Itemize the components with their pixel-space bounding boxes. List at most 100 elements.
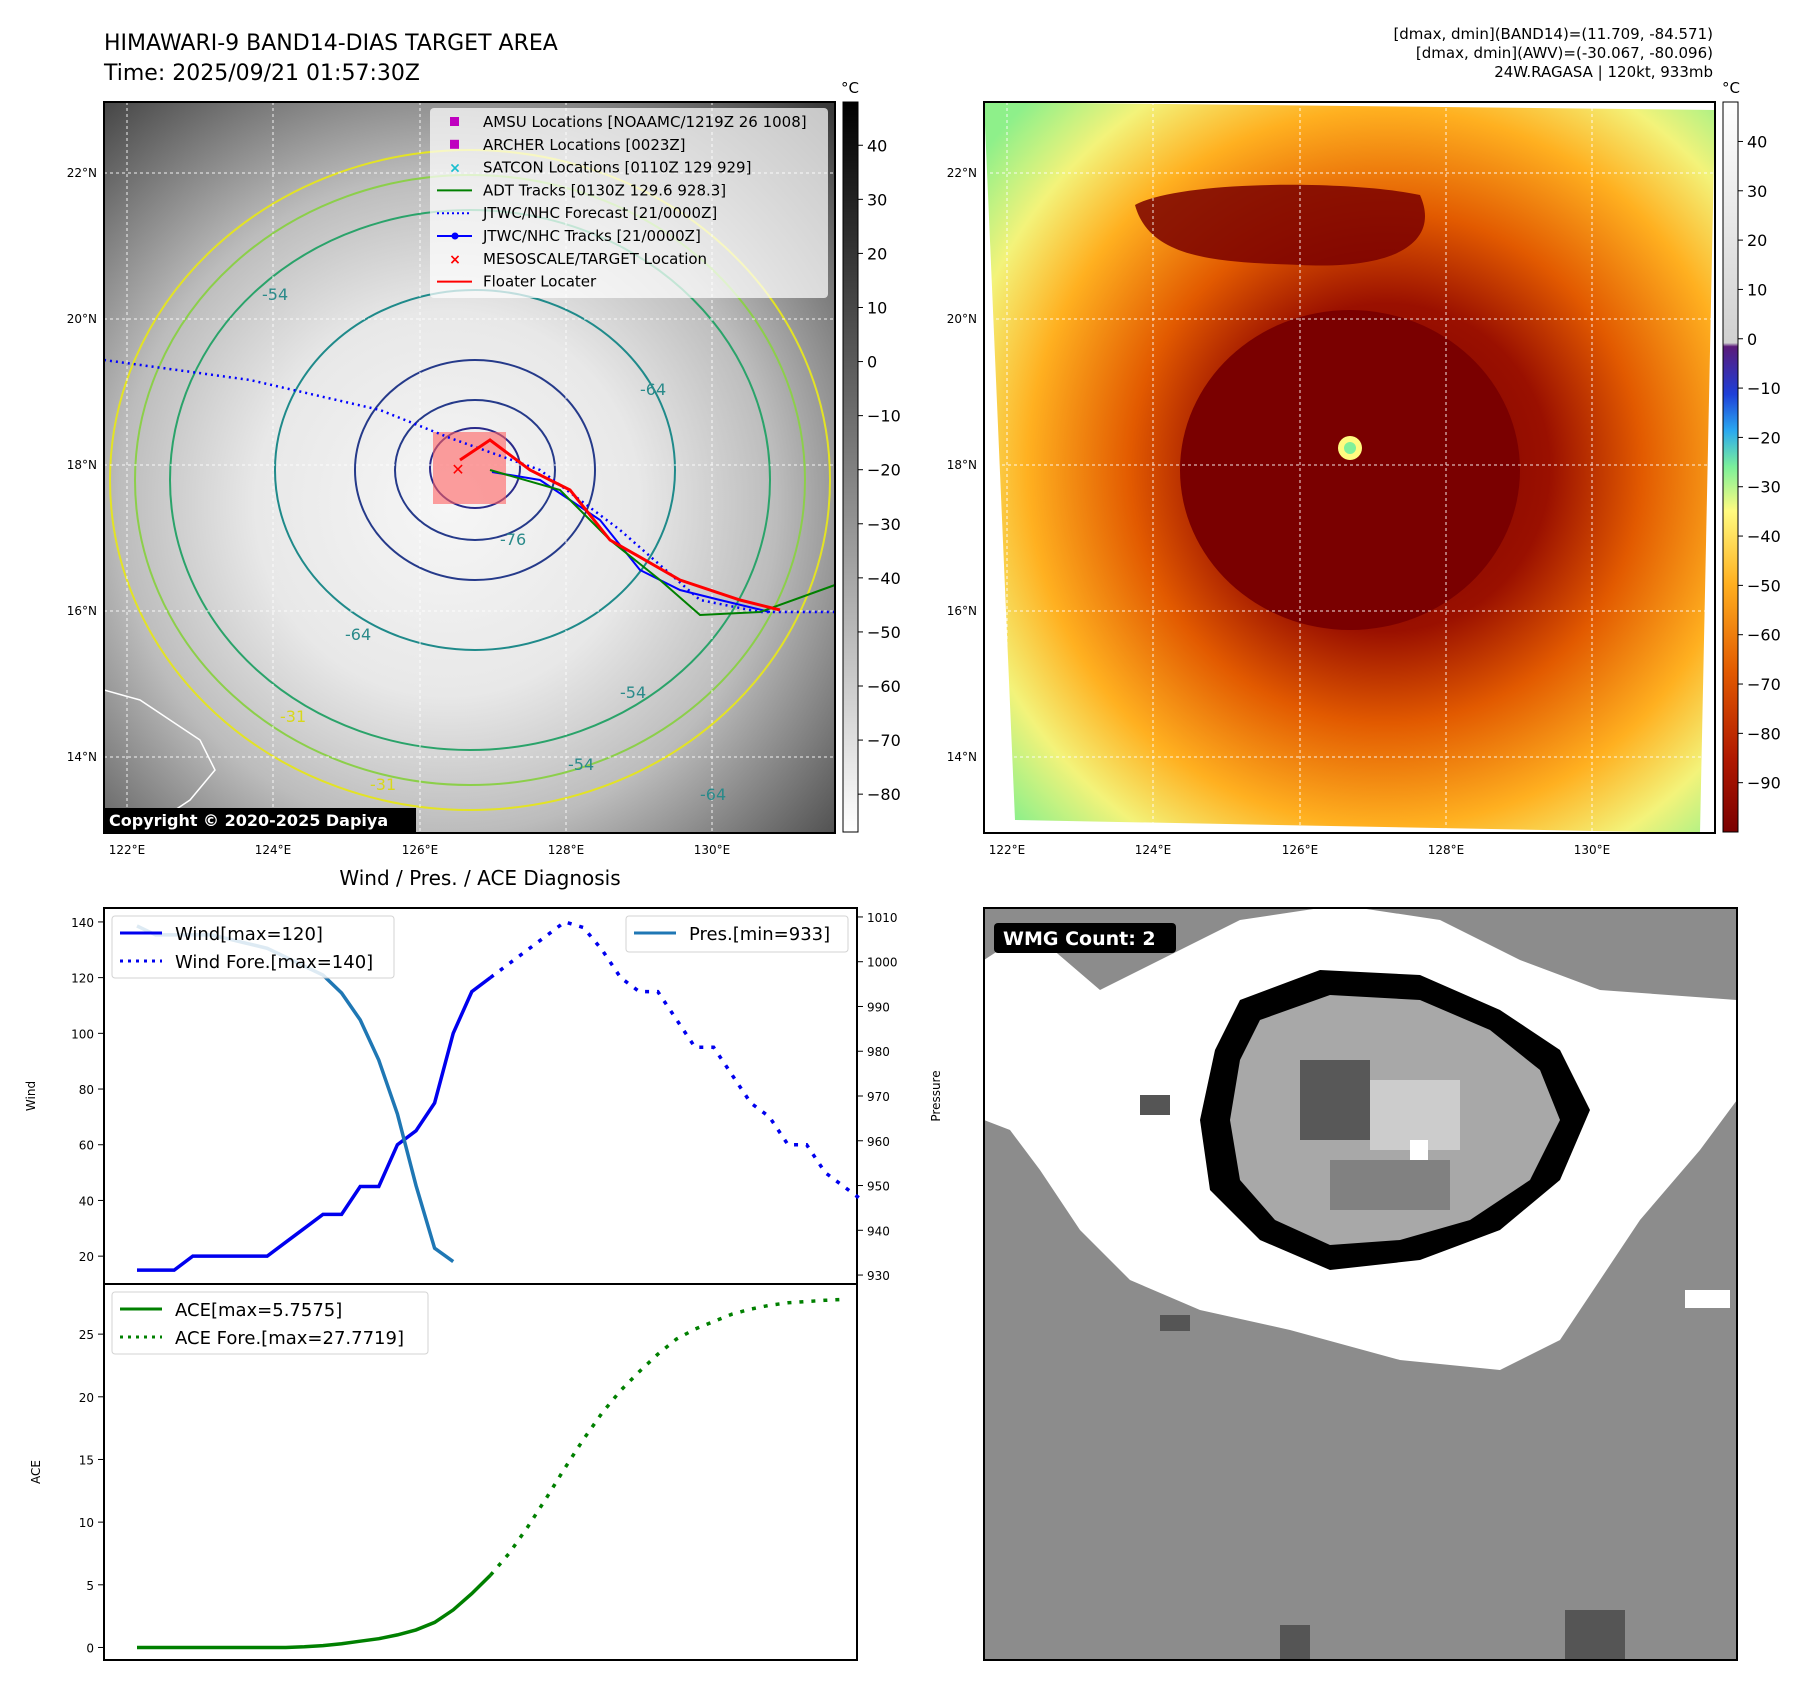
- ace-line: [137, 1574, 492, 1650]
- map-lon-tick: 126°E: [402, 843, 439, 857]
- awv-colorbar-unit: °C: [1722, 79, 1740, 97]
- ir-colorbar-tick: −80: [867, 785, 901, 804]
- ir-colorbar-tick: −30: [867, 515, 901, 534]
- ir-legend-item: ADT Tracks [0130Z 129.6 928.3]: [437, 181, 726, 199]
- map-lon-tick: 124°E: [255, 843, 292, 857]
- pressure-tick: 930: [867, 1269, 890, 1283]
- ace-tick: 10: [79, 1516, 94, 1530]
- map-lat-tick: 14°N: [947, 750, 977, 764]
- jtwc-best-track: [491, 471, 771, 613]
- wind-line: [137, 976, 492, 1272]
- ace-axis-label: ACE: [29, 1460, 43, 1484]
- ace-forecast-line: [489, 1297, 844, 1577]
- map-lat-tick: 18°N: [67, 458, 97, 472]
- ir-colorbar-tick: 0: [867, 353, 877, 372]
- wind-tick: 120: [71, 972, 94, 986]
- contour-label: -64: [640, 380, 666, 399]
- ir-legend-item: AMSU Locations [NOAAMC/1219Z 26 1008]: [450, 113, 807, 131]
- pressure-tick: 1000: [867, 956, 898, 970]
- legend-wind: Wind[max=120]: [175, 924, 323, 945]
- pressure-tick: 1010: [867, 911, 898, 925]
- ir-colorbar-tick: −40: [867, 569, 901, 588]
- pressure-legend: Pres.[min=933]: [625, 915, 849, 953]
- wind-axis-label: Wind: [24, 1081, 38, 1111]
- awv-colorbar-tick: −80: [1747, 724, 1781, 743]
- wind-tick: 20: [79, 1250, 94, 1264]
- awv-colorbar-tick: −90: [1747, 774, 1781, 793]
- svg-text:×: ×: [449, 252, 461, 268]
- ace-tick: 5: [86, 1579, 94, 1593]
- ace-tick: 20: [79, 1391, 94, 1405]
- awv-colorbar-tick: −10: [1747, 379, 1781, 398]
- pressure-tick: 950: [867, 1180, 890, 1194]
- svg-text:ARCHER Locations [0023Z]: ARCHER Locations [0023Z]: [483, 136, 686, 154]
- contour-label: -31: [280, 707, 306, 726]
- legend-wind-fore: Wind Fore.[max=140]: [175, 952, 373, 973]
- contour-label: -64: [345, 625, 371, 644]
- floater-track: [459, 438, 781, 612]
- map-lon-tick: 122°E: [109, 843, 146, 857]
- svg-text:×: ×: [449, 161, 461, 177]
- info-storm: 24W.RAGASA | 120kt, 933mb: [1494, 63, 1713, 81]
- legend-ace-fore: ACE Fore.[max=27.7719]: [175, 1328, 404, 1349]
- map-lat-tick: 16°N: [67, 604, 97, 618]
- ir-colorbar-tick: 10: [867, 298, 887, 317]
- wind-tick: 60: [79, 1139, 94, 1153]
- map-lat-tick: 16°N: [947, 604, 977, 618]
- mesoscale-target-marker: ✕: [451, 460, 464, 479]
- pressure-axis-label: Pressure: [929, 1070, 943, 1121]
- ir-colorbar-unit: °C: [841, 79, 859, 97]
- ir-colorbar-tick: −10: [867, 407, 901, 426]
- awv-colorbar-tick: −60: [1747, 626, 1781, 645]
- ir-map-legend: AMSU Locations [NOAAMC/1219Z 26 1008] ARC…: [430, 108, 828, 298]
- map-lon-tick: 122°E: [989, 843, 1026, 857]
- wmg-count-label: WMG Count: 2: [1003, 928, 1156, 950]
- map-lat-tick: 20°N: [67, 312, 97, 326]
- svg-text:Floater Locater: Floater Locater: [483, 273, 597, 291]
- wind-tick: 140: [71, 916, 94, 930]
- ir-colorbar: °C 40 30 20 10 0 −10 −20 −30 −40 −50 −60 −70 −80: [841, 79, 901, 833]
- svg-text:JTWC/NHC Tracks [21/0000Z]: JTWC/NHC Tracks [21/0000Z]: [482, 227, 701, 245]
- svg-text:AMSU Locations [NOAAMC/1219Z 2: AMSU Locations [NOAAMC/1219Z 26 1008]: [483, 113, 807, 131]
- info-awv: [dmax, dmin](AWV)=(-30.067, -80.096): [1416, 44, 1713, 62]
- ir-colorbar-tick: 40: [867, 136, 887, 155]
- wind-tick: 80: [79, 1083, 94, 1097]
- ir-legend-item: Floater Locater: [437, 273, 597, 291]
- contour-label: -54: [568, 755, 594, 774]
- pressure-tick: 980: [867, 1045, 890, 1059]
- adt-track: [489, 469, 835, 617]
- legend-pres: Pres.[min=933]: [689, 924, 830, 945]
- awv-colorbar-tick: 30: [1747, 182, 1767, 201]
- contour-label: -64: [700, 785, 726, 804]
- ir-colorbar-tick: 20: [867, 244, 887, 263]
- legend-ace: ACE[max=5.7575]: [175, 1300, 342, 1321]
- wmg-panel: WMG Count: 2: [983, 905, 1738, 1661]
- contour-label: -31: [370, 775, 396, 794]
- ace-legend: ACE[max=5.7575] ACE Fore.[max=27.7719]: [111, 1291, 429, 1355]
- awv-colorbar-tick: −50: [1747, 576, 1781, 595]
- pressure-tick: 940: [867, 1224, 890, 1238]
- wind-legend: Wind[max=120] Wind Fore.[max=140]: [111, 915, 395, 979]
- ace-tick: 15: [79, 1453, 94, 1467]
- map-lon-tick: 126°E: [1282, 843, 1319, 857]
- map-lat-tick: 20°N: [947, 312, 977, 326]
- contour-label: -76: [500, 530, 526, 549]
- map-lon-tick: 130°E: [694, 843, 731, 857]
- awv-colorbar-tick: 40: [1747, 132, 1767, 151]
- contour-label: -54: [620, 683, 646, 702]
- svg-text:JTWC/NHC Forecast [21/0000Z]: JTWC/NHC Forecast [21/0000Z]: [482, 204, 717, 222]
- awv-colorbar: °C 40 30 20 10 0 −10 −20 −30 −40 −50 −60 −70 −80 −90: [1722, 79, 1781, 833]
- map-lon-tick: 130°E: [1574, 843, 1611, 857]
- ir-legend-item: × SATCON Locations [0110Z 129 929]: [449, 159, 751, 177]
- ir-legend-item: JTWC/NHC Tracks [21/0000Z]: [437, 227, 701, 245]
- ace-tick: 25: [79, 1328, 94, 1342]
- awv-map-panel: [983, 101, 1716, 834]
- ir-colorbar-tick: −20: [867, 461, 901, 480]
- map-lat-tick: 14°N: [67, 750, 97, 764]
- svg-text:ADT Tracks [0130Z 129.6 928.3]: ADT Tracks [0130Z 129.6 928.3]: [483, 181, 726, 199]
- ir-legend-item: × MESOSCALE/TARGET Location: [449, 250, 707, 268]
- ir-colorbar-tick: −60: [867, 677, 901, 696]
- awv-colorbar-tick: −30: [1747, 478, 1781, 497]
- pressure-tick: 960: [867, 1135, 890, 1149]
- ace-tick: 0: [86, 1641, 94, 1655]
